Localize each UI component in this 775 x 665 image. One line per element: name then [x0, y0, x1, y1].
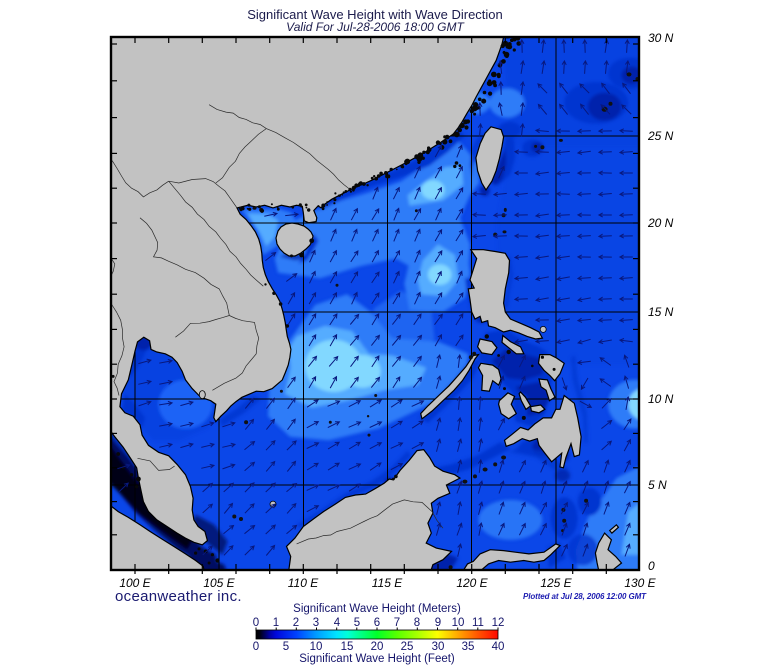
svg-text:11: 11 [472, 617, 484, 629]
svg-text:20: 20 [371, 641, 384, 653]
svg-text:3: 3 [313, 617, 319, 629]
svg-text:15: 15 [341, 641, 354, 653]
svg-text:115 E: 115 E [372, 576, 403, 590]
svg-text:40: 40 [492, 641, 505, 653]
svg-text:6: 6 [374, 617, 380, 629]
svg-text:0: 0 [253, 617, 259, 629]
svg-text:4: 4 [334, 617, 341, 629]
svg-text:15 N: 15 N [648, 305, 674, 319]
svg-text:10: 10 [452, 617, 465, 629]
svg-text:30 N: 30 N [648, 31, 674, 45]
svg-text:oceanweather inc.: oceanweather inc. [115, 588, 242, 605]
svg-text:10 N: 10 N [648, 392, 674, 406]
svg-text:105 E: 105 E [203, 576, 235, 590]
svg-text:Valid For Jul-28-2006 18:00 GM: Valid For Jul-28-2006 18:00 GMT [286, 20, 465, 34]
svg-text:Plotted at Jul 28, 2006 12:00: Plotted at Jul 28, 2006 12:00 GMT [523, 592, 647, 601]
svg-text:9: 9 [435, 617, 441, 629]
svg-text:25 N: 25 N [647, 129, 674, 143]
svg-text:5: 5 [283, 641, 289, 653]
svg-text:125 E: 125 E [540, 576, 572, 590]
svg-text:Significant Wave Height (Feet): Significant Wave Height (Feet) [299, 653, 455, 665]
svg-text:5 N: 5 N [648, 478, 667, 492]
svg-text:10: 10 [310, 641, 323, 653]
svg-text:7: 7 [394, 617, 400, 629]
svg-text:30: 30 [432, 641, 445, 653]
svg-text:35: 35 [462, 641, 475, 653]
svg-text:5: 5 [354, 617, 360, 629]
svg-text:1: 1 [273, 617, 279, 629]
svg-text:20 N: 20 N [647, 216, 674, 230]
svg-text:130 E: 130 E [624, 576, 656, 590]
svg-text:0: 0 [648, 559, 655, 573]
svg-text:12: 12 [492, 617, 505, 629]
svg-text:120 E: 120 E [456, 576, 488, 590]
svg-text:Significant Wave Height (Meter: Significant Wave Height (Meters) [293, 603, 461, 615]
svg-text:Significant Wave Height with W: Significant Wave Height with Wave Direct… [247, 7, 503, 22]
svg-text:8: 8 [414, 617, 420, 629]
svg-text:0: 0 [253, 641, 259, 653]
svg-text:2: 2 [293, 617, 299, 629]
svg-text:100 E: 100 E [119, 576, 151, 590]
svg-text:110 E: 110 E [288, 576, 319, 590]
svg-text:25: 25 [401, 641, 414, 653]
